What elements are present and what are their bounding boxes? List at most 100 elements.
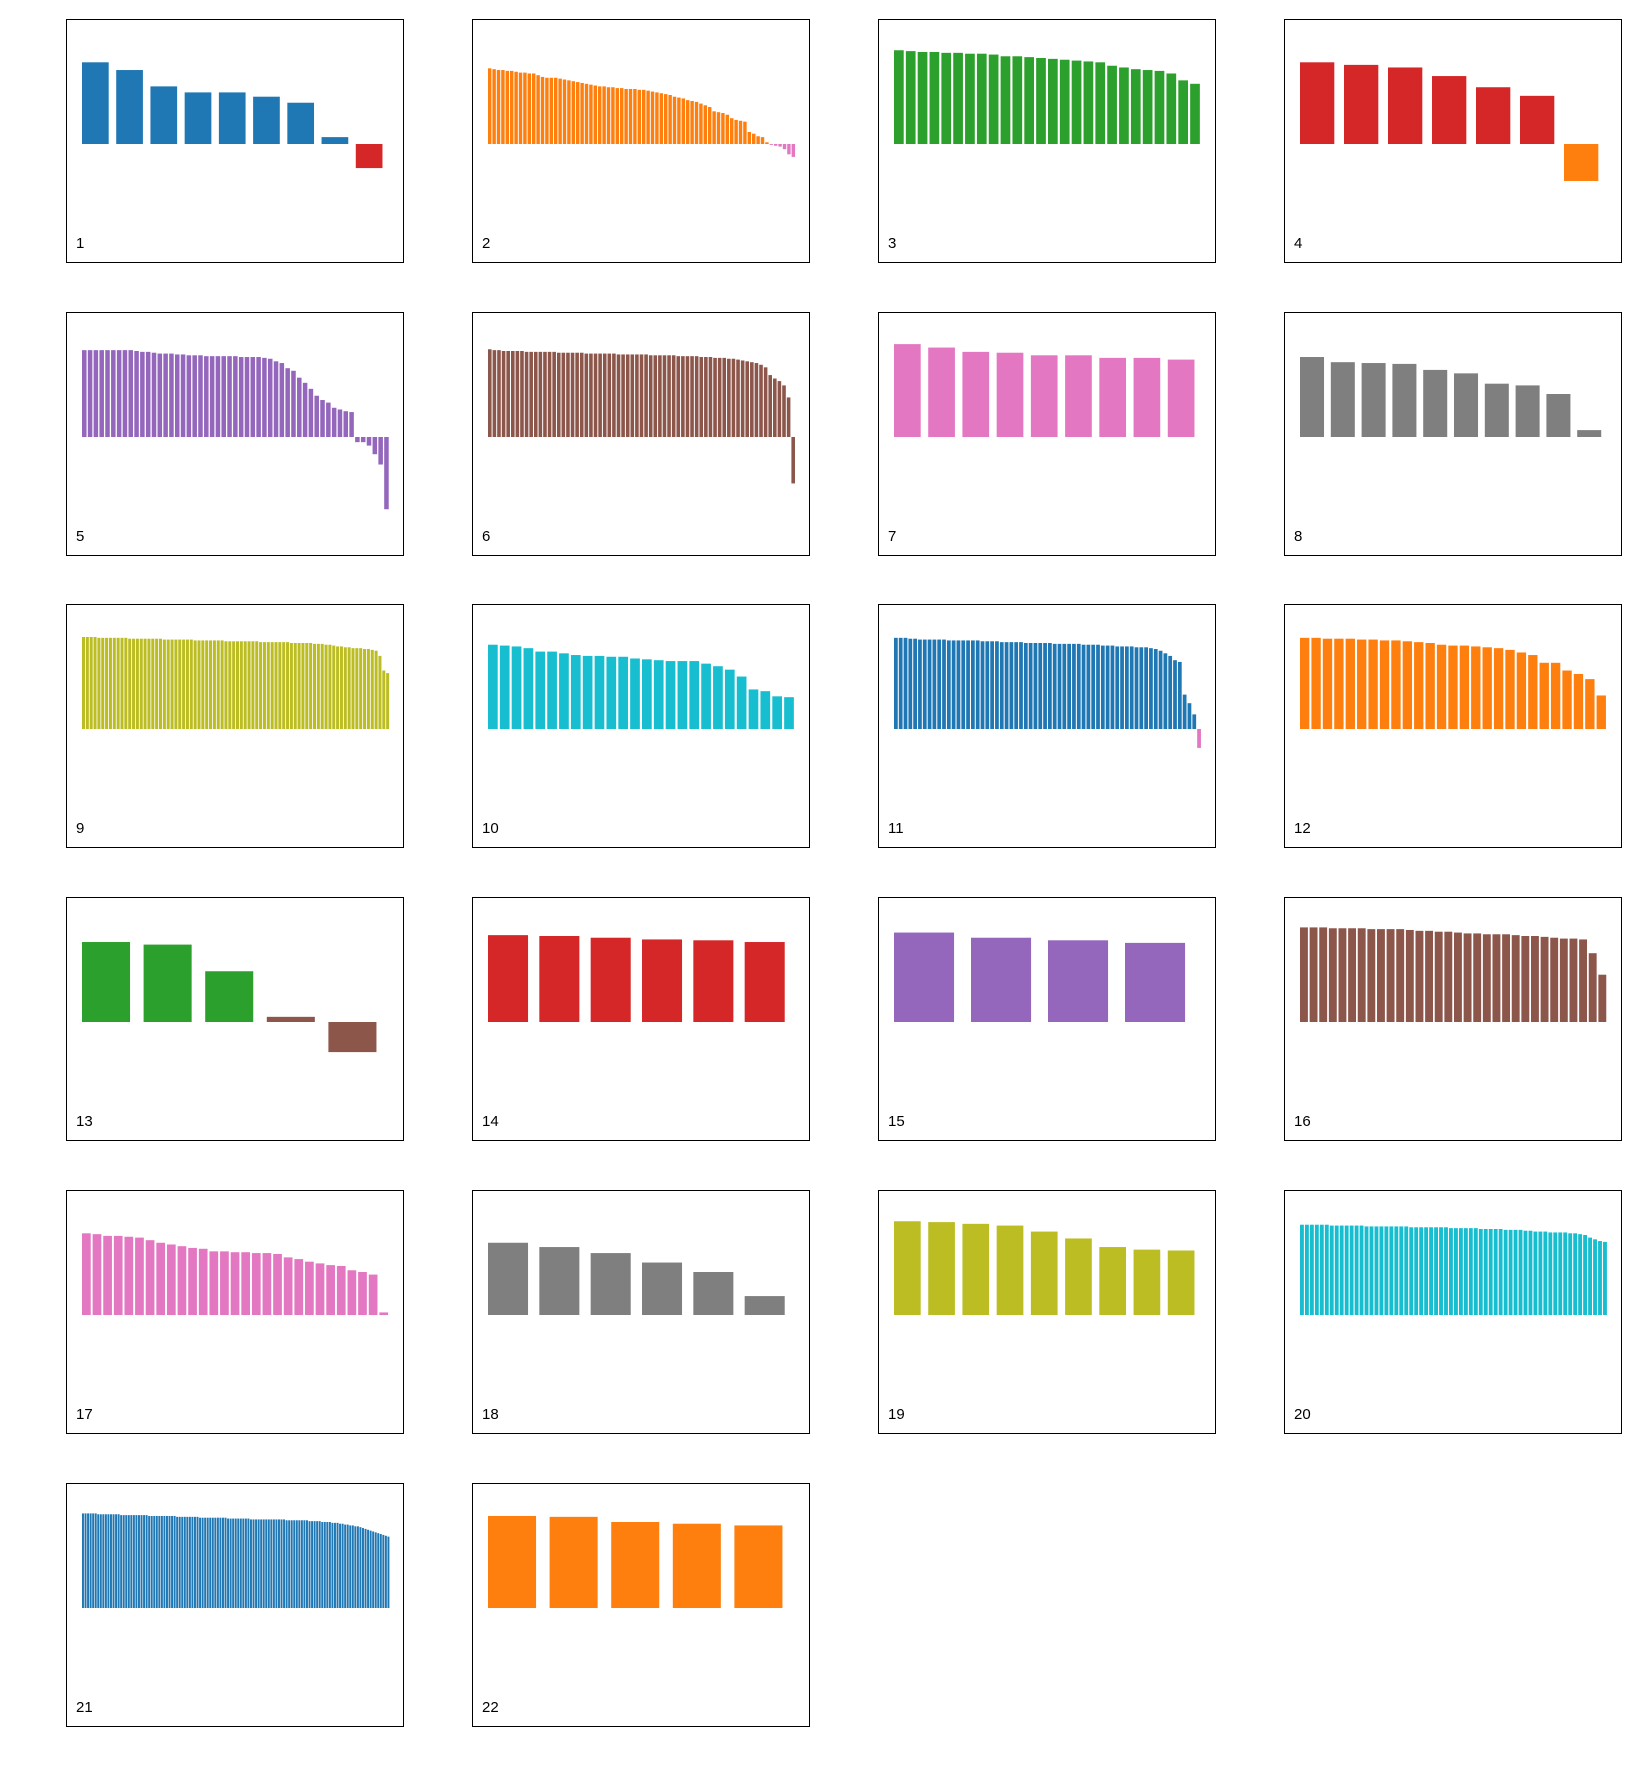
bar-21-73 [265,1519,268,1608]
bar-10-25 [772,696,783,729]
bar-21-7 [97,1514,100,1608]
bar-6-64 [777,381,782,437]
panel-number-label: 7 [888,528,897,545]
bar-11-54 [1149,648,1153,729]
bar-1-5 [218,92,246,144]
bar-11-39 [1076,643,1081,729]
bar-21-6 [94,1513,97,1608]
bar-21-4 [89,1513,92,1608]
bar-6-41 [671,355,676,437]
bar-7-1 [894,344,921,437]
bar-20-60 [1593,1239,1597,1315]
bar-5-28 [238,357,244,437]
bar-6-48 [704,357,708,437]
bar-16-28 [1559,938,1568,1022]
bar-9-41 [236,641,239,729]
bar-21-62 [237,1518,240,1608]
bar-12-1 [1300,637,1310,729]
bar-9-40 [232,641,236,729]
bar-6-27 [607,353,612,437]
bar-20-56 [1573,1233,1578,1315]
bar-20-49 [1538,1231,1543,1315]
bar-21-19 [127,1515,130,1608]
bar-16-30 [1579,939,1588,1022]
bar-9-60 [309,643,313,729]
bar-20-59 [1588,1237,1592,1315]
bar-6-29 [616,354,621,437]
bar-6-57 [745,361,750,437]
bar-21-43 [188,1516,191,1608]
bar-2-31 [620,88,624,144]
bar-21-85 [295,1520,298,1608]
bar-21-41 [183,1516,186,1608]
bar-21-17 [122,1515,125,1608]
bar-21-64 [242,1518,245,1608]
bar-2-68 [782,144,787,150]
bar-20-61 [1598,1241,1602,1315]
bar-9-74 [363,649,367,729]
bar-2-33 [628,88,633,144]
bar-20-58 [1583,1235,1588,1315]
bar-3-16 [1071,60,1082,144]
bar-11-53 [1144,647,1148,729]
bar-20-11 [1349,1225,1354,1315]
bar-16-10 [1386,929,1395,1022]
bar-21-108 [354,1526,357,1608]
bar-21-80 [283,1519,286,1608]
bar-16-27 [1550,937,1559,1022]
bar-2-40 [659,93,664,144]
bar-17-5 [124,1236,134,1315]
bar-20-51 [1548,1232,1553,1315]
bar-3-2 [905,51,916,144]
bar-16-21 [1492,934,1501,1022]
bar-3-19 [1107,65,1117,144]
bar-11-40 [1081,644,1086,729]
bar-7-9 [1167,359,1195,437]
bar-6-11 [533,351,538,437]
bar-2-5 [505,70,510,144]
bar-6-32 [630,354,635,437]
bar-6-61 [763,367,768,437]
bar-20-18 [1384,1226,1389,1315]
bar-9-61 [313,643,316,729]
bar-6-1 [488,349,492,437]
bar-1-2 [116,70,143,144]
panel-number-label: 21 [76,1699,93,1716]
bar-21-72 [262,1519,265,1608]
chart-panel-4: 4 [1284,19,1622,263]
bar-16-23 [1511,935,1520,1022]
bar-2-69 [787,144,791,155]
bar-20-23 [1409,1227,1414,1315]
bar-6-58 [750,362,754,437]
bar-20-38 [1483,1229,1488,1315]
bar-21-93 [316,1521,319,1608]
bar-3-20 [1119,67,1129,144]
bar-6-19 [570,352,575,437]
bar-5-31 [256,357,261,437]
bar-9-66 [332,645,336,729]
bar-21-23 [138,1515,140,1608]
bar-21-63 [239,1518,242,1608]
bar-5-16 [169,353,174,437]
chart-panel-13: 13 [66,897,404,1141]
bar-21-14 [115,1514,118,1608]
bar-20-10 [1344,1225,1349,1315]
bar-12-6 [1357,639,1367,729]
bar-7-4 [996,352,1024,437]
bar-11-22 [995,641,999,729]
bar-5-48 [355,437,360,443]
bar-4-3 [1388,67,1423,144]
bar-9-1 [82,636,85,729]
bar-21-30 [155,1515,158,1608]
bar-16-4 [1328,928,1337,1022]
bar-20-52 [1553,1232,1558,1315]
bar-5-35 [279,363,285,437]
bar-chart-18 [488,1242,785,1315]
bar-5-6 [111,350,116,437]
bar-20-44 [1513,1229,1518,1315]
bar-7-5 [1030,355,1058,437]
bar-20-48 [1533,1231,1538,1315]
bar-12-24 [1562,670,1572,729]
bar-2-37 [646,90,650,144]
bar-9-28 [185,639,189,729]
